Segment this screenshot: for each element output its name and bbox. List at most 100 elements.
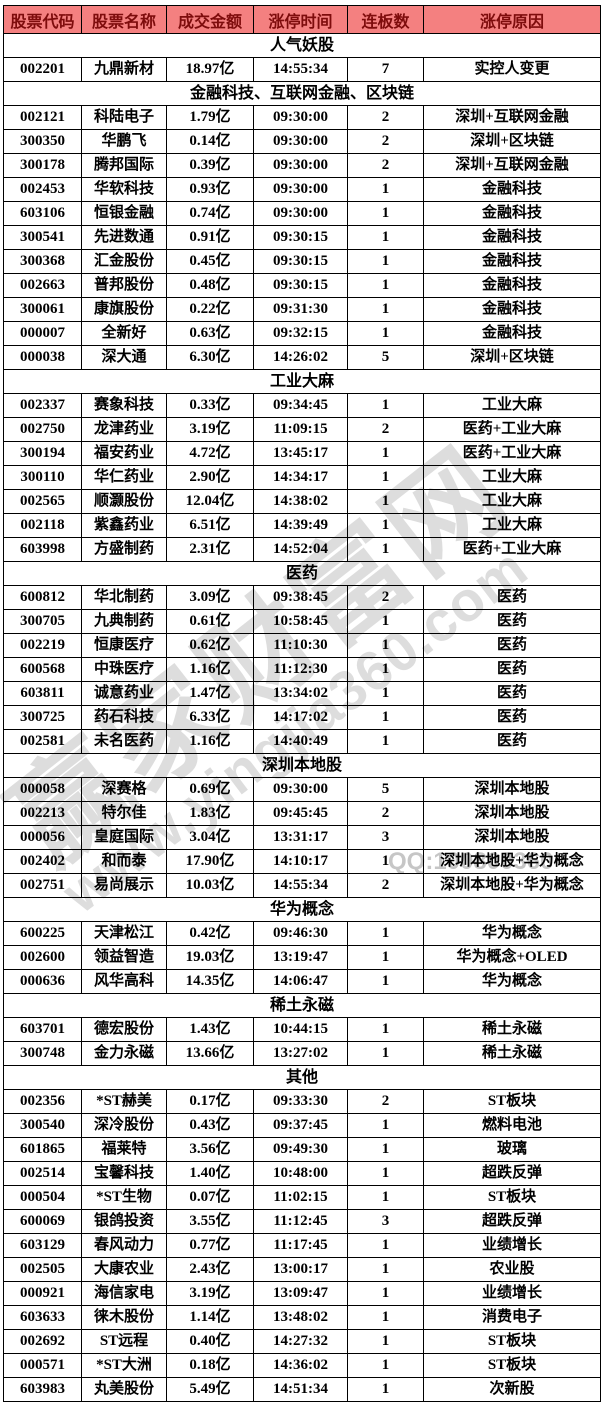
board-count-cell: 2: [347, 153, 424, 178]
stock-row: 002121 科陆电子 1.79亿 09:30:00 2 深圳+互联网金融: [3, 105, 601, 130]
section-header-row: 医药: [3, 561, 601, 586]
limit-up-reason-cell: ST板块: [423, 1329, 601, 1354]
limit-up-time-cell: 09:30:00: [253, 129, 348, 154]
limit-up-reason-cell: 医药: [423, 585, 601, 610]
stock-code-cell: 002751: [3, 873, 82, 898]
turnover-cell: 0.07亿: [166, 1185, 254, 1210]
stock-row: 300194 福安药业 4.72亿 13:45:17 1 医药+工业大麻: [3, 441, 601, 466]
stock-name-cell: 九鼎新材: [81, 57, 167, 82]
section-header-row: 工业大麻: [3, 369, 601, 394]
board-count-cell: 1: [347, 177, 424, 202]
stock-row: 002213 特尔佳 1.83亿 09:45:45 2 深圳本地股: [3, 801, 601, 826]
limit-up-time-cell: 11:12:30: [253, 657, 348, 682]
column-header-turnover: 成交金额: [166, 5, 254, 34]
stock-name-cell: 龙津药业: [81, 417, 167, 442]
turnover-cell: 6.33亿: [166, 705, 254, 730]
stock-name-cell: *ST赫美: [81, 1089, 167, 1114]
stock-code-cell: 603129: [3, 1233, 82, 1258]
stock-row: 002402 和而泰 17.90亿 14:10:17 1 深圳本地股+华为概念: [3, 849, 601, 874]
stock-row: 300368 汇金股份 0.45亿 09:30:15 1 金融科技: [3, 249, 601, 274]
board-count-cell: 2: [347, 417, 424, 442]
limit-up-reason-cell: 深圳+互联网金融: [423, 105, 601, 130]
stock-row: 603983 丸美股份 5.49亿 14:51:34 1 次新股: [3, 1377, 601, 1402]
board-count-cell: 3: [347, 825, 424, 850]
board-count-cell: 1: [347, 945, 424, 970]
limit-up-reason-cell: 金融科技: [423, 273, 601, 298]
limit-up-reason-cell: 工业大麻: [423, 465, 601, 490]
column-header-board-count: 连板数: [347, 5, 424, 34]
turnover-cell: 0.91亿: [166, 225, 254, 250]
stock-code-cell: 300541: [3, 225, 82, 250]
board-count-cell: 1: [347, 321, 424, 346]
stock-name-cell: 深冷股份: [81, 1113, 167, 1138]
stock-row: 300541 先进数通 0.91亿 09:30:15 1 金融科技: [3, 225, 601, 250]
turnover-cell: 1.43亿: [166, 1017, 254, 1042]
limit-up-reason-cell: 深圳+区块链: [423, 129, 601, 154]
limit-up-time-cell: 13:34:02: [253, 681, 348, 706]
turnover-cell: 0.17亿: [166, 1089, 254, 1114]
turnover-cell: 1.47亿: [166, 681, 254, 706]
limit-up-reason-cell: 医药: [423, 681, 601, 706]
board-count-cell: 1: [347, 1137, 424, 1162]
limit-up-time-cell: 09:45:45: [253, 801, 348, 826]
board-count-cell: 5: [347, 345, 424, 370]
limit-up-time-cell: 09:30:15: [253, 225, 348, 250]
limit-up-reason-cell: 稀土永磁: [423, 1017, 601, 1042]
stock-row: 600568 中珠医疗 1.16亿 11:12:30 1 医药: [3, 657, 601, 682]
limit-up-time-cell: 11:10:30: [253, 633, 348, 658]
stock-code-cell: 603811: [3, 681, 82, 706]
stock-name-cell: *ST生物: [81, 1185, 167, 1210]
board-count-cell: 1: [347, 441, 424, 466]
stock-code-cell: 600812: [3, 585, 82, 610]
stock-row: 002453 华软科技 0.93亿 09:30:00 1 金融科技: [3, 177, 601, 202]
stock-code-cell: 603633: [3, 1305, 82, 1330]
turnover-cell: 12.04亿: [166, 489, 254, 514]
limit-up-reason-cell: 业绩增长: [423, 1233, 601, 1258]
limit-up-time-cell: 13:19:47: [253, 945, 348, 970]
stock-row: 300110 华仁药业 2.90亿 14:34:17 1 工业大麻: [3, 465, 601, 490]
limit-up-reason-cell: 玻璃: [423, 1137, 601, 1162]
stock-row: 600225 天津松江 0.42亿 09:46:30 1 华为概念: [3, 921, 601, 946]
board-count-cell: 2: [347, 801, 424, 826]
stock-row: 002581 未名医药 1.16亿 14:40:49 1 医药: [3, 729, 601, 754]
column-header-stock-code: 股票代码: [3, 5, 82, 34]
stock-code-cell: 000056: [3, 825, 82, 850]
stock-name-cell: 海信家电: [81, 1281, 167, 1306]
stock-name-cell: 特尔佳: [81, 801, 167, 826]
turnover-cell: 0.61亿: [166, 609, 254, 634]
stock-code-cell: 000038: [3, 345, 82, 370]
section-title: 稀土永磁: [3, 993, 601, 1018]
board-count-cell: 1: [347, 705, 424, 730]
limit-up-reason-cell: 医药: [423, 609, 601, 634]
turnover-cell: 0.43亿: [166, 1113, 254, 1138]
board-count-cell: 1: [347, 297, 424, 322]
stock-row: 600812 华北制药 3.09亿 09:38:45 2 医药: [3, 585, 601, 610]
limit-up-time-cell: 13:31:17: [253, 825, 348, 850]
section-header-row: 华为概念: [3, 897, 601, 922]
turnover-cell: 5.49亿: [166, 1377, 254, 1402]
board-count-cell: 1: [347, 1353, 424, 1378]
board-count-cell: 2: [347, 873, 424, 898]
limit-up-reason-cell: ST板块: [423, 1353, 601, 1378]
limit-up-time-cell: 10:48:00: [253, 1161, 348, 1186]
turnover-cell: 0.48亿: [166, 273, 254, 298]
turnover-cell: 0.18亿: [166, 1353, 254, 1378]
stock-name-cell: *ST大洲: [81, 1353, 167, 1378]
stock-code-cell: 300725: [3, 705, 82, 730]
turnover-cell: 6.51亿: [166, 513, 254, 538]
limit-up-time-cell: 13:00:17: [253, 1257, 348, 1282]
board-count-cell: 1: [347, 1281, 424, 1306]
turnover-cell: 2.31亿: [166, 537, 254, 562]
limit-up-time-cell: 14:38:02: [253, 489, 348, 514]
limit-up-reason-cell: 工业大麻: [423, 489, 601, 514]
stock-row: 000504 *ST生物 0.07亿 11:02:15 1 ST板块: [3, 1185, 601, 1210]
limit-up-reason-cell: 华为概念: [423, 969, 601, 994]
column-header-limit-up-reason: 涨停原因: [423, 5, 601, 34]
turnover-cell: 2.90亿: [166, 465, 254, 490]
limit-up-time-cell: 09:30:15: [253, 249, 348, 274]
turnover-cell: 0.42亿: [166, 921, 254, 946]
limit-up-reason-cell: 工业大麻: [423, 513, 601, 538]
stock-row: 002356 *ST赫美 0.17亿 09:33:30 2 ST板块: [3, 1089, 601, 1114]
section-header-row: 金融科技、互联网金融、区块链: [3, 81, 601, 106]
stock-code-cell: 002750: [3, 417, 82, 442]
